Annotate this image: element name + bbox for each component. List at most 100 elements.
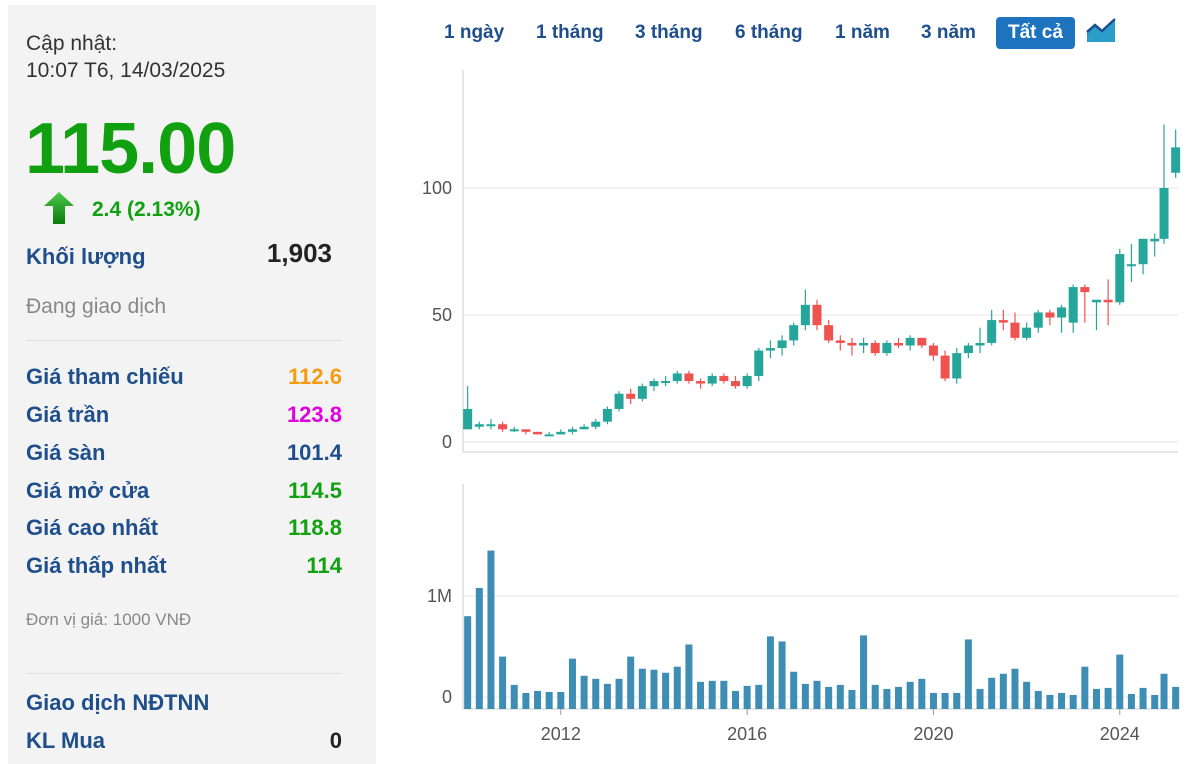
volume-bar — [941, 692, 949, 709]
candle-body — [498, 424, 508, 430]
update-info: Cập nhật: 10:07 T6, 14/03/2025 — [26, 30, 225, 84]
axis-labels: 0 50 100 0 1M 2012 2016 2020 2024 — [422, 178, 1140, 744]
floor-price-value: 101.4 — [286, 440, 342, 465]
tab-1-day[interactable]: 1 ngày — [444, 22, 505, 43]
candle-body — [1103, 299, 1113, 303]
volume-bar — [766, 636, 774, 709]
volume-bar — [1046, 694, 1054, 709]
update-label: Cập nhật: — [26, 32, 118, 55]
volume-bar — [1116, 654, 1124, 709]
foreign-buy-row: KL Mua 0 — [26, 728, 342, 756]
candle-body — [626, 393, 636, 399]
tab-1-year[interactable]: 1 năm — [835, 22, 890, 43]
candle-body — [765, 348, 775, 351]
volume-bar — [545, 691, 553, 709]
trading-status: Đang giao dịch — [26, 295, 167, 318]
price-unit: Đơn vị giá: 1000 VNĐ — [26, 610, 192, 629]
volume-bar — [464, 616, 472, 709]
candle-body — [754, 350, 764, 376]
divider — [26, 673, 342, 674]
candle-body — [533, 431, 543, 435]
candle-body — [882, 342, 892, 354]
volume-bar — [964, 639, 972, 709]
foreign-buy-value: 0 — [329, 728, 342, 753]
candle-body — [591, 421, 601, 427]
high-price-label: Giá cao nhất — [26, 515, 159, 540]
volume-bar — [1172, 686, 1180, 709]
volume-bar — [755, 684, 763, 709]
volume-bar — [883, 688, 891, 709]
foreign-trade-title: Giao dịch NĐTNN — [26, 690, 210, 715]
candle-body — [1171, 147, 1181, 173]
volume-bar — [627, 656, 635, 709]
volume-bar — [1139, 687, 1147, 709]
volume-bar — [662, 672, 670, 709]
tab-3-years[interactable]: 3 năm — [921, 22, 976, 43]
volume-bar — [871, 684, 879, 709]
candle-body — [486, 424, 496, 427]
volume-bar — [487, 550, 495, 709]
candle-body — [742, 375, 752, 387]
grid-lines — [462, 70, 1178, 715]
volume-bar — [638, 668, 646, 709]
candle-body — [847, 342, 857, 346]
floor-price-label: Giá sàn — [26, 440, 106, 465]
volume-row: Khối lượng 1,903 — [26, 238, 342, 272]
volume-bar — [592, 678, 600, 709]
x-tick-label: 2024 — [1100, 724, 1140, 744]
volume-bar — [778, 641, 786, 709]
ref-price-label: Giá tham chiếu — [26, 364, 184, 389]
candle-body — [661, 381, 671, 384]
volume-value: 1,903 — [266, 238, 332, 268]
candle-body — [940, 355, 950, 379]
candle-body — [730, 381, 740, 387]
low-price-value: 114 — [306, 553, 343, 578]
volume-bar — [976, 688, 984, 709]
candle-body — [917, 337, 927, 346]
foreign-trade-title-row: Giao dịch NĐTNN — [26, 690, 342, 718]
quote-panel — [8, 5, 376, 764]
volume-bar — [836, 684, 844, 709]
tab-3-months[interactable]: 3 tháng — [635, 22, 703, 43]
ref-price-value: 112.6 — [288, 364, 342, 389]
volume-bar — [1011, 668, 1019, 709]
candle-body — [998, 320, 1008, 323]
volume-bar — [1081, 666, 1089, 709]
candle-body — [544, 434, 554, 437]
candle-body — [602, 408, 612, 422]
ref-price-row: Giá tham chiếu 112.6 — [26, 364, 342, 392]
foreign-buy-label: KL Mua — [26, 728, 106, 753]
x-tick-label: 2012 — [541, 724, 581, 744]
volume-bar — [918, 678, 926, 709]
candle-body — [567, 429, 577, 432]
candle-body — [707, 375, 717, 384]
candle-body — [579, 426, 589, 430]
candle-body — [1138, 238, 1148, 265]
volume-bar — [603, 683, 611, 709]
candle-body — [1159, 188, 1169, 239]
candle-body — [1033, 312, 1043, 328]
area-chart-icon[interactable] — [1086, 16, 1116, 44]
volume-bar — [510, 684, 518, 709]
tab-all[interactable]: Tất cả — [996, 17, 1075, 49]
tab-1-month[interactable]: 1 tháng — [536, 22, 604, 43]
price-tick-label: 0 — [442, 432, 452, 452]
tab-6-months[interactable]: 6 tháng — [735, 22, 803, 43]
volume-bar — [895, 686, 903, 709]
candle-body — [952, 353, 962, 379]
volume-bar — [673, 666, 681, 709]
volume-bar — [1127, 693, 1135, 709]
candle-body — [1126, 264, 1136, 267]
candle-body — [509, 429, 519, 432]
candle-body — [777, 340, 787, 349]
ceiling-price-value: 123.8 — [286, 402, 342, 427]
candle-body — [474, 424, 484, 427]
candle-body — [800, 304, 810, 326]
candle-body — [905, 337, 915, 346]
volume-bar — [953, 692, 961, 709]
update-time: 10:07 T6, 14/03/2025 — [26, 59, 226, 82]
up-arrow-icon — [44, 192, 74, 224]
volume-bar — [860, 635, 868, 709]
price-tick-label: 50 — [432, 305, 452, 325]
candle-body — [835, 340, 845, 343]
